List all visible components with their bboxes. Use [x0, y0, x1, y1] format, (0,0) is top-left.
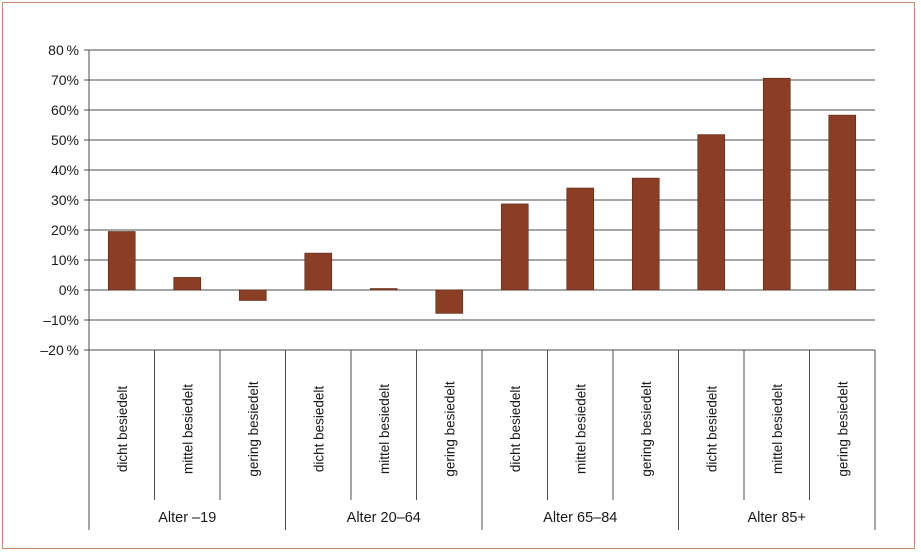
bar — [697, 134, 726, 291]
bar — [435, 289, 464, 314]
group-label: Alter –19 — [158, 510, 216, 526]
category-label: dicht besiedelt — [508, 386, 523, 473]
bar — [369, 288, 398, 291]
bar — [500, 203, 529, 291]
bar — [304, 252, 333, 291]
category-label: gering besiedelt — [442, 381, 457, 477]
bar — [762, 77, 791, 291]
bar — [238, 289, 267, 301]
bar — [566, 187, 595, 291]
bar — [631, 177, 660, 291]
group-label: Alter 65–84 — [543, 510, 617, 526]
category-label: mittel besiedelt — [573, 384, 588, 474]
group-label: Alter 20–64 — [347, 510, 421, 526]
bar — [107, 231, 136, 291]
y-tick-label: 30% — [51, 192, 79, 208]
bar — [828, 114, 857, 291]
y-tick-label: 50% — [51, 132, 79, 148]
category-label: mittel besiedelt — [180, 384, 195, 474]
y-tick-label: –10% — [43, 312, 79, 328]
y-tick-label: 0% — [59, 282, 79, 298]
category-label: gering besiedelt — [246, 381, 261, 477]
category-label: mittel besiedelt — [377, 384, 392, 474]
y-tick-label: 20% — [51, 222, 79, 238]
y-tick-label: 10% — [51, 252, 79, 268]
y-tick-label: 60% — [51, 102, 79, 118]
category-label: mittel besiedelt — [770, 384, 785, 474]
category-label: dicht besiedelt — [704, 386, 719, 473]
group-label: Alter 85+ — [748, 510, 806, 526]
y-tick-label: 40% — [51, 162, 79, 178]
category-label: dicht besiedelt — [311, 386, 326, 473]
y-tick-label: –20 % — [40, 342, 79, 358]
bar — [173, 277, 202, 291]
y-tick-label: 70% — [51, 72, 79, 88]
category-label: gering besiedelt — [835, 381, 850, 477]
category-label: gering besiedelt — [639, 381, 654, 477]
y-tick-label: 80 % — [48, 42, 79, 58]
category-label: dicht besiedelt — [115, 386, 130, 473]
